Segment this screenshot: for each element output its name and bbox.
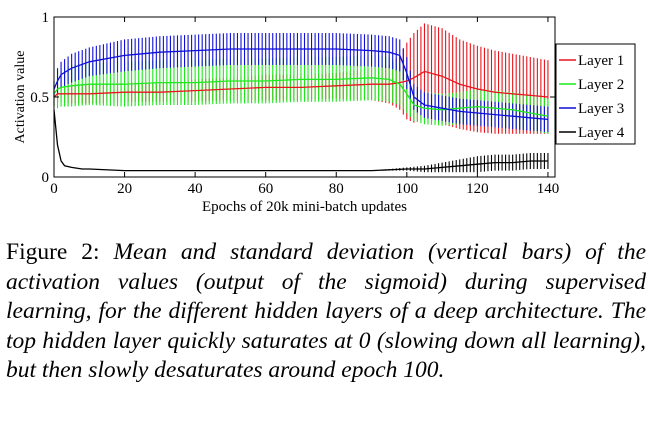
- legend-item-layer-4: Layer 4: [559, 125, 625, 141]
- legend-label: Layer 4: [578, 125, 625, 141]
- x-tick-label: 140: [537, 181, 560, 197]
- series-line-layer-4: [53, 109, 548, 172]
- y-tick-label: 0.5: [30, 90, 49, 106]
- legend-item-layer-3: Layer 3: [559, 101, 624, 117]
- legend: Layer 1 Layer 2 Layer 3 Layer 4: [555, 43, 636, 145]
- x-tick-label: 40: [188, 181, 203, 197]
- error-bars: [53, 23, 549, 173]
- series-line-layer-2: [53, 77, 549, 117]
- series-line-layer-3: [53, 48, 548, 121]
- caption-text: Mean and standard deviation (vertical ba…: [6, 239, 647, 383]
- caption-label: Figure 2:: [6, 239, 100, 265]
- legend-label: Layer 3: [578, 101, 624, 117]
- legend-item-layer-1: Layer 1: [559, 53, 624, 69]
- legend-label: Layer 1: [578, 53, 624, 69]
- activation-chart: 0 20 40 60 80 100 120 140 0 0.5 1 Epochs of 20k mi…: [13, 10, 636, 215]
- x-tick-label: 0: [50, 181, 58, 197]
- y-tick-label: 0: [42, 170, 50, 186]
- figure-caption: Figure 2: Mean and standard deviation (v…: [6, 238, 646, 386]
- series-line-layer-1: [53, 70, 548, 98]
- y-axis-label: Activation value: [13, 51, 28, 144]
- y-tick-label: 1: [42, 10, 50, 26]
- x-tick-label: 120: [466, 181, 489, 197]
- x-tick-label: 20: [117, 181, 132, 197]
- x-tick-label: 100: [396, 181, 419, 197]
- legend-label: Layer 2: [578, 77, 624, 93]
- legend-item-layer-2: Layer 2: [559, 77, 624, 93]
- x-axis-label: Epochs of 20k mini-batch updates: [202, 199, 407, 215]
- axis-ticks: 0 20 40 60 80 100 120 140 0 0.5 1: [30, 10, 559, 197]
- mean-lines: [53, 48, 549, 172]
- x-tick-label: 60: [258, 181, 273, 197]
- x-tick-label: 80: [329, 181, 344, 197]
